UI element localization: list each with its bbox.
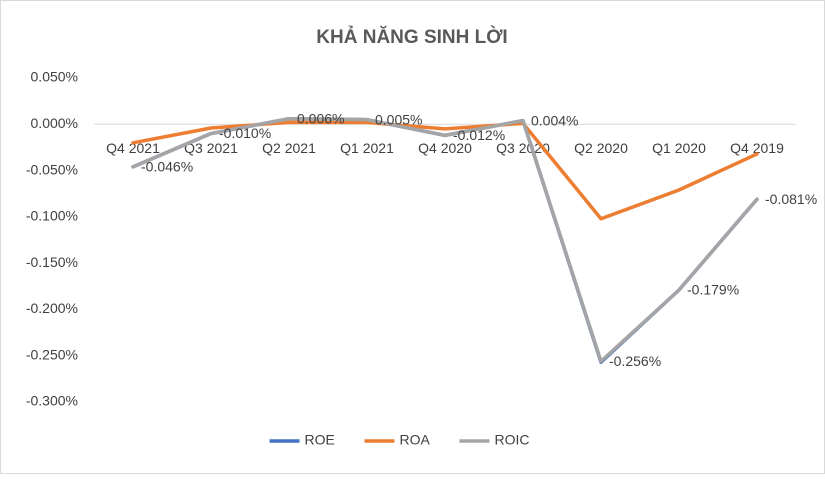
data-label: -0.012% <box>453 127 505 143</box>
x-tick-label: Q4 2020 <box>418 140 472 156</box>
x-tick-label: Q3 2021 <box>184 140 238 156</box>
y-tick-label: 0.050% <box>31 69 78 85</box>
data-label: 0.005% <box>375 111 422 127</box>
legend-label: ROIC <box>495 432 530 448</box>
x-tick-label: Q1 2020 <box>652 140 706 156</box>
series-line <box>131 120 759 221</box>
data-label: -0.081% <box>765 191 817 207</box>
y-tick-label: -0.150% <box>26 254 78 270</box>
data-label: -0.179% <box>687 282 739 298</box>
y-tick-label: -0.100% <box>26 208 78 224</box>
x-tick-label: Q2 2021 <box>262 140 316 156</box>
y-tick-label: 0.000% <box>31 115 78 131</box>
legend-label: ROE <box>305 432 335 448</box>
y-tick-label: -0.200% <box>26 300 78 316</box>
x-tick-label: Q4 2021 <box>106 140 160 156</box>
y-tick-label: -0.050% <box>26 161 78 177</box>
data-label: -0.256% <box>609 353 661 369</box>
x-tick-label: Q1 2021 <box>340 140 394 156</box>
x-tick-label: Q4 2019 <box>730 140 784 156</box>
series-line <box>131 116 759 364</box>
chart-title: KHẢ NĂNG SINH LỜI <box>316 26 507 48</box>
legend-label: ROA <box>400 432 431 448</box>
y-tick-label: -0.250% <box>26 346 78 362</box>
data-label: 0.006% <box>297 110 344 126</box>
x-tick-label: Q2 2020 <box>574 140 628 156</box>
data-label: 0.004% <box>531 112 578 128</box>
data-label: -0.010% <box>219 125 271 141</box>
x-tick-label: Q3 2020 <box>496 140 550 156</box>
data-label: -0.046% <box>141 159 193 175</box>
y-tick-label: -0.300% <box>26 393 78 409</box>
